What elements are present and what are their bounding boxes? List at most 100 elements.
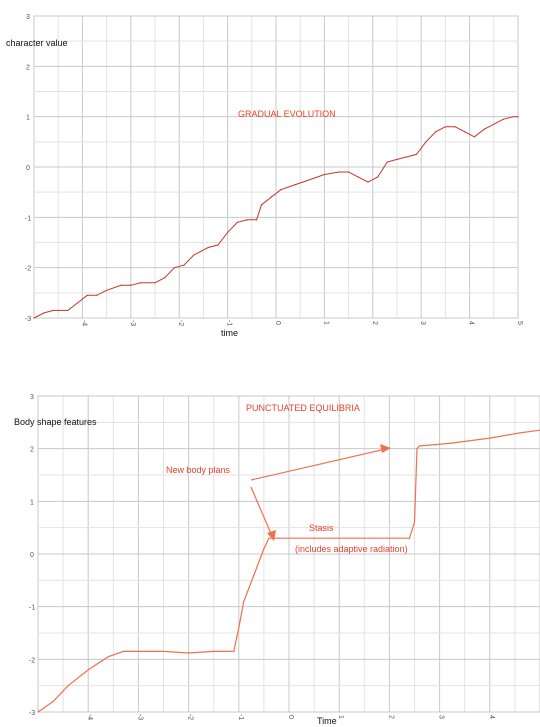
data-point xyxy=(213,650,215,653)
data-point xyxy=(173,267,175,269)
data-point xyxy=(188,652,190,654)
data-point xyxy=(130,284,132,286)
x-axis-label: Time xyxy=(317,716,337,726)
data-points xyxy=(33,116,519,319)
y-axis-label: character value xyxy=(6,38,68,48)
data-point xyxy=(415,153,417,156)
data-point xyxy=(449,442,451,444)
data-point xyxy=(236,221,238,223)
data-point xyxy=(260,204,263,206)
x-tick-label: 0 xyxy=(287,715,294,719)
data-point xyxy=(243,600,245,603)
arrow-to-second-jump xyxy=(250,448,387,481)
data-point xyxy=(512,116,514,118)
arrow-to-first-jump xyxy=(250,486,273,537)
data-point xyxy=(464,131,466,133)
data-point xyxy=(413,521,416,524)
data-point xyxy=(435,131,437,133)
data-point xyxy=(323,173,325,176)
data-point xyxy=(137,650,139,653)
x-tick-label: -4 xyxy=(86,714,93,720)
data-point xyxy=(408,537,411,539)
y-axis-label: Body shape features xyxy=(14,417,97,427)
y-tick-label: -2 xyxy=(29,657,35,664)
x-tick-label: 0 xyxy=(274,321,281,325)
data-point xyxy=(139,282,142,284)
x-tick-label: -3 xyxy=(129,320,136,326)
data-point xyxy=(268,537,270,539)
x-tick-label: -1 xyxy=(226,320,233,326)
data-point xyxy=(386,161,388,163)
data-point xyxy=(122,650,124,653)
data-point xyxy=(418,445,421,447)
y-tick-label: 3 xyxy=(30,394,34,401)
data-point xyxy=(309,178,311,181)
annotation-new-body-plans: New body plans xyxy=(166,465,231,475)
data-point xyxy=(377,176,379,178)
data-point xyxy=(367,181,369,183)
annotation-adaptive-radiation: (includes adaptive radiation) xyxy=(295,544,408,554)
data-point xyxy=(416,448,418,450)
annotation-stasis: Stasis xyxy=(309,523,334,533)
data-point xyxy=(489,437,491,439)
data-point xyxy=(76,302,79,304)
y-tick-label: -1 xyxy=(25,215,31,222)
data-point xyxy=(280,189,282,191)
data-point xyxy=(473,136,476,138)
x-axis-label: time xyxy=(221,328,238,338)
x-tick-label: 1 xyxy=(337,715,344,719)
data-point xyxy=(263,548,265,550)
data-point xyxy=(256,219,258,221)
x-tick-label: 4 xyxy=(488,715,495,719)
grid-lines xyxy=(33,15,519,319)
data-point xyxy=(519,432,521,434)
series-line xyxy=(33,116,518,319)
data-point xyxy=(87,669,89,671)
data-point xyxy=(493,123,495,125)
data-point xyxy=(120,284,122,286)
x-tick-label: -4 xyxy=(80,320,87,326)
x-tick-labels: -4 -3 -2 -1 0 1 2 3 4 5 xyxy=(80,320,523,326)
x-tick-label: 1 xyxy=(322,321,329,325)
y-tick-label: 0 xyxy=(30,552,34,559)
y-tick-label: 1 xyxy=(26,115,30,122)
data-point xyxy=(338,171,340,173)
data-point xyxy=(33,317,35,319)
data-point xyxy=(313,537,315,539)
y-tick-label: -3 xyxy=(29,710,35,717)
data-point xyxy=(37,711,39,713)
data-point xyxy=(52,700,54,703)
arrowhead-first-jump-icon xyxy=(267,530,276,541)
data-point xyxy=(502,118,505,120)
x-tick-label: -3 xyxy=(136,714,143,720)
data-point xyxy=(483,128,485,130)
x-tick-label: 3 xyxy=(438,715,445,719)
data-point xyxy=(406,156,408,158)
x-tick-label: 2 xyxy=(387,715,394,719)
data-point xyxy=(67,309,69,312)
arrowhead-second-jump-icon xyxy=(380,444,391,453)
data-point xyxy=(193,254,195,256)
y-tick-labels: 3 2 1 0 -1 -2 -3 xyxy=(25,14,31,323)
data-point xyxy=(207,246,209,249)
data-point xyxy=(52,309,54,312)
data-point xyxy=(164,277,166,279)
data-point xyxy=(67,685,69,687)
x-tick-label: 5 xyxy=(538,715,540,719)
data-point xyxy=(238,627,240,629)
data-point xyxy=(396,158,398,161)
punctuated-equilibria-chart: 3 2 1 0 -1 -2 -3 -4 -3 -2 -1 0 1 2 3 4 5 Body shape fea… xyxy=(14,394,540,726)
y-tick-label: 1 xyxy=(30,499,34,506)
y-tick-label: -2 xyxy=(25,266,31,273)
x-tick-label: -1 xyxy=(237,714,244,720)
y-tick-label: 3 xyxy=(26,14,30,21)
data-point xyxy=(86,294,88,296)
data-point xyxy=(363,537,365,539)
data-point xyxy=(278,537,280,539)
y-tick-label: -3 xyxy=(25,316,31,323)
gradual-evolution-chart: 3 2 1 0 -1 -2 -3 -4 -3 -2 -1 0 1 2 3 4 5 character valu… xyxy=(6,14,523,338)
y-tick-label: 2 xyxy=(26,64,30,71)
x-tick-label: 5 xyxy=(516,321,523,325)
data-point xyxy=(444,126,446,128)
x-tick-label: 3 xyxy=(419,321,426,325)
